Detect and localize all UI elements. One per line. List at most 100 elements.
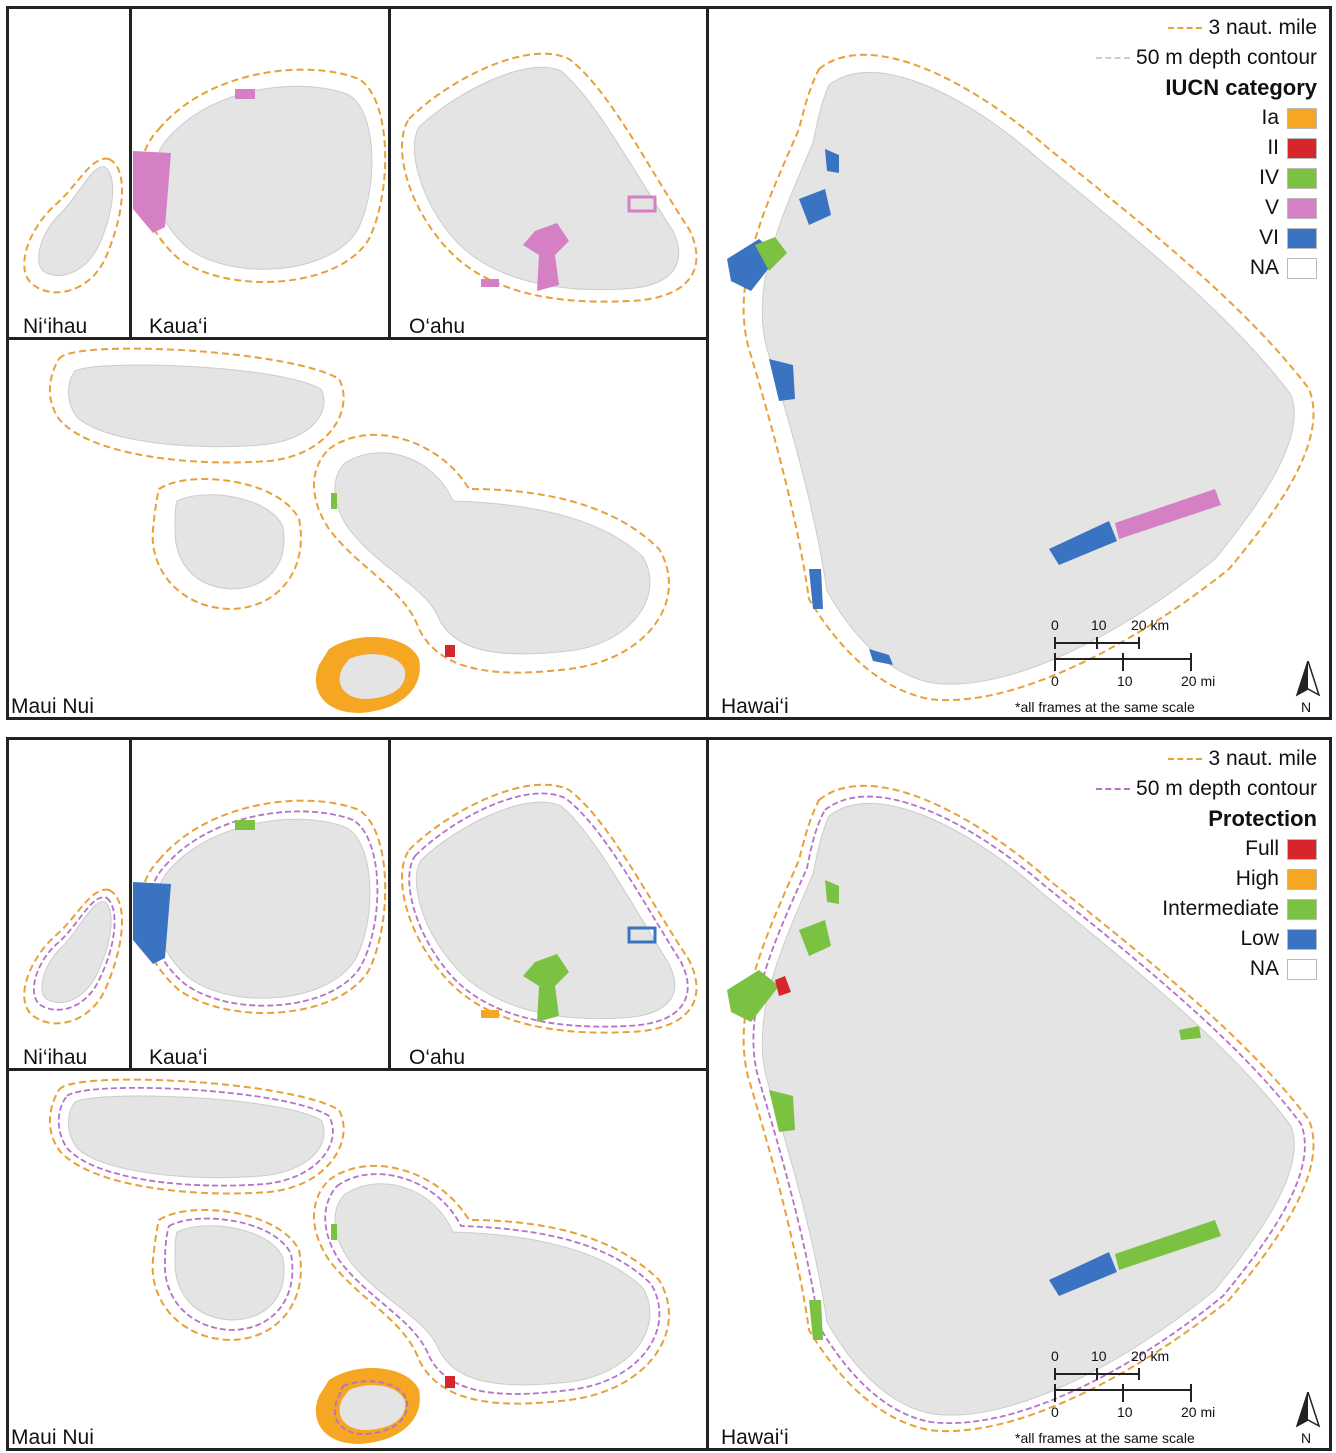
color-swatch [1287, 167, 1317, 189]
legend-row-50m: 50 m depth contour [957, 774, 1317, 804]
scale-km-tick: 10 [1091, 1348, 1107, 1364]
legend-item: II [957, 133, 1317, 163]
legend-item-label: Ia [1261, 106, 1279, 129]
frame-label-kauai: Kaua‘i [149, 1046, 208, 1069]
frame-label-niihau: Ni‘ihau [23, 1046, 88, 1069]
north-label: N [1301, 699, 1312, 715]
hawaii-island-group [727, 53, 1315, 702]
legend-item: NA [957, 253, 1317, 283]
oahu-island-group [401, 783, 698, 1034]
legend-row-3nm: 3 naut. mile [957, 13, 1317, 43]
scale-mi-tick: 10 [1117, 1404, 1133, 1420]
legend-label-3nm: 3 naut. mile [1208, 747, 1317, 770]
scale-mi-tick: 0 [1051, 1404, 1059, 1420]
legend-item: NA [957, 954, 1317, 984]
legend-label-50m: 50 m depth contour [1136, 46, 1317, 69]
frame-label-maui-nui: Maui Nui [11, 695, 94, 718]
dashed-line-icon [1096, 57, 1131, 59]
color-swatch [1287, 257, 1317, 279]
hawaii-island-group [727, 784, 1315, 1433]
scale-note: *all frames at the same scale [1015, 699, 1195, 715]
map-legend: 3 naut. mile 50 m depth contour IUCN cat… [957, 13, 1317, 283]
kauai-island-group [133, 68, 387, 283]
frame-label-hawaii: Hawai‘i [721, 1426, 789, 1449]
legend-item-label: VI [1259, 226, 1279, 249]
legend-item-label: NA [1249, 957, 1279, 980]
legend-row-50m: 50 m depth contour [957, 43, 1317, 73]
scale-bar: 0 10 20 km 0 10 20 mi [1049, 1340, 1249, 1440]
legend-item-label: NA [1249, 256, 1279, 279]
frame-label-maui-nui: Maui Nui [11, 1426, 94, 1449]
color-swatch [1287, 958, 1317, 980]
dashed-line-icon [1096, 788, 1131, 790]
scale-mi-tick: 0 [1051, 673, 1059, 689]
scale-bar-lines [1054, 1368, 1192, 1402]
scale-km-tick: 0 [1051, 1348, 1059, 1364]
scale-mi-tick: 10 [1117, 673, 1133, 689]
frame-label-kauai: Kaua‘i [149, 315, 208, 338]
frame-divider [129, 740, 132, 1070]
color-swatch [1287, 868, 1317, 890]
iucn-map-panel: Ni‘ihau Kaua‘i O‘ahu Maui Nui Hawai‘i 3 … [6, 6, 1332, 720]
scale-mi-tick: 20 mi [1181, 673, 1216, 689]
north-arrow-icon: N [1293, 1389, 1323, 1446]
legend-item-label: Intermediate [1162, 897, 1279, 920]
legend-item-label: IV [1259, 166, 1279, 189]
scale-note: *all frames at the same scale [1015, 1430, 1195, 1446]
legend-label-50m: 50 m depth contour [1136, 777, 1317, 800]
frame-divider [388, 740, 391, 1070]
color-swatch [1287, 928, 1317, 950]
scale-km-tick: 0 [1051, 617, 1059, 633]
frame-divider [9, 1068, 709, 1071]
legend-item: Full [957, 834, 1317, 864]
legend-item: Low [957, 924, 1317, 954]
dashed-line-icon [1168, 27, 1203, 29]
frame-label-niihau: Ni‘ihau [23, 315, 88, 338]
maui-nui-island-group [48, 347, 670, 713]
color-swatch [1287, 137, 1317, 159]
legend-title: IUCN category [1165, 75, 1317, 100]
frame-label-oahu: O‘ahu [409, 1046, 466, 1069]
protection-map-panel: Ni‘ihau Kaua‘i O‘ahu Maui Nui Hawai‘i 3 … [6, 737, 1332, 1451]
frame-label-oahu: O‘ahu [409, 315, 466, 338]
legend-item-label: High [1235, 867, 1279, 890]
color-swatch [1287, 898, 1317, 920]
scale-km-tick: 10 [1091, 617, 1107, 633]
legend-label-3nm: 3 naut. mile [1208, 16, 1317, 39]
scale-bar: 0 10 20 km 0 10 20 mi [1049, 609, 1249, 709]
frame-label-hawaii: Hawai‘i [721, 695, 789, 718]
north-label: N [1301, 1430, 1312, 1446]
dashed-line-icon [1168, 758, 1203, 760]
kauai-island-group [133, 799, 387, 1014]
scale-bar-lines [1054, 637, 1192, 671]
legend-item-label: V [1264, 196, 1279, 219]
legend-item: V [957, 193, 1317, 223]
frame-divider [706, 740, 709, 1448]
frame-divider [9, 337, 709, 340]
frame-divider [388, 9, 391, 339]
legend-item: Intermediate [957, 894, 1317, 924]
iucn-map [23, 52, 1315, 713]
legend-item: High [957, 864, 1317, 894]
niihau-island-group [23, 157, 124, 294]
scale-km-tick: 20 km [1131, 617, 1170, 633]
legend-item-label: Full [1245, 837, 1279, 860]
protection-map [23, 783, 1315, 1444]
map-legend: 3 naut. mile 50 m depth contour Protecti… [957, 744, 1317, 984]
maui-nui-island-group [48, 1078, 670, 1444]
color-swatch [1287, 227, 1317, 249]
legend-title: Protection [1208, 806, 1317, 831]
legend-item: IV [957, 163, 1317, 193]
north-arrow-icon: N [1293, 658, 1323, 715]
color-swatch [1287, 197, 1317, 219]
niihau-island-group [23, 888, 124, 1025]
legend-item: Ia [957, 103, 1317, 133]
scale-mi-tick: 20 mi [1181, 1404, 1216, 1420]
frame-divider [129, 9, 132, 339]
scale-km-tick: 20 km [1131, 1348, 1170, 1364]
color-swatch [1287, 107, 1317, 129]
frame-divider [706, 9, 709, 717]
color-swatch [1287, 838, 1317, 860]
legend-row-3nm: 3 naut. mile [957, 744, 1317, 774]
legend-item: VI [957, 223, 1317, 253]
